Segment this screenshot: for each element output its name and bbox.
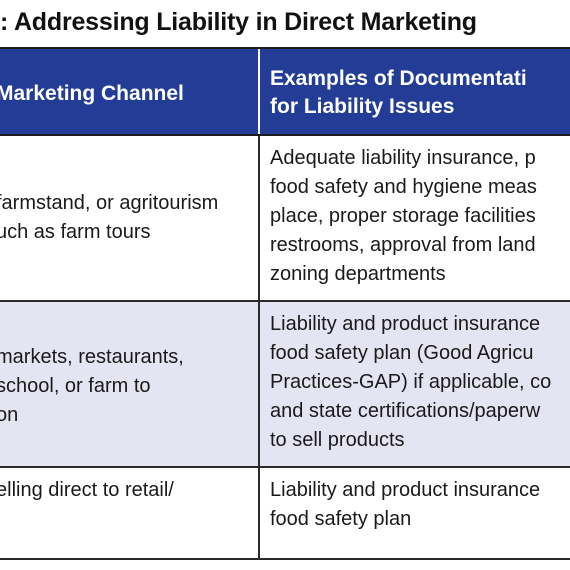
examples-text: and state certifications/paperw bbox=[270, 400, 541, 422]
examples-cell: Liability and product insurance food saf… bbox=[270, 310, 551, 455]
examples-text: Adequate liability insurance, p bbox=[270, 147, 536, 169]
header-marketing-channel: Marketing Channel bbox=[0, 80, 184, 108]
examples-text: to sell products bbox=[270, 429, 405, 451]
channel-text: uch as farm tours bbox=[0, 221, 151, 243]
channel-text: elling direct to retail/ bbox=[0, 479, 174, 501]
channel-text: on bbox=[0, 404, 19, 426]
channel-text: farmstand, or agritourism bbox=[0, 192, 219, 214]
channel-text: school, or farm to bbox=[0, 375, 151, 397]
column-divider bbox=[258, 49, 260, 134]
column-divider bbox=[258, 302, 260, 466]
examples-text: restrooms, approval from land bbox=[270, 234, 536, 256]
examples-cell: Liability and product insurance food saf… bbox=[270, 476, 540, 534]
table-row: farmstand, or agritourism uch as farm to… bbox=[0, 136, 570, 302]
liability-table: Marketing Channel Examples of Documentat… bbox=[0, 47, 570, 560]
examples-text: Liability and product insurance bbox=[270, 313, 541, 335]
column-divider bbox=[258, 468, 260, 558]
examples-cell: Adequate liability insurance, p food saf… bbox=[270, 144, 537, 289]
examples-text: place, proper storage facilities bbox=[270, 205, 536, 227]
examples-text: food safety and hygiene meas bbox=[270, 176, 537, 198]
channel-text: markets, restaurants, bbox=[0, 346, 184, 368]
header-channel-label: Marketing Channel bbox=[0, 82, 184, 105]
table-header-row: Marketing Channel Examples of Documentat… bbox=[0, 49, 570, 136]
channel-cell: elling direct to retail/ bbox=[0, 476, 174, 505]
examples-text: zoning departments bbox=[270, 263, 446, 285]
column-divider bbox=[258, 136, 260, 300]
table-title: : Addressing Liability in Direct Marketi… bbox=[0, 8, 477, 36]
examples-text: Liability and product insurance bbox=[270, 479, 541, 501]
examples-text: food safety plan (Good Agricu bbox=[270, 342, 534, 364]
examples-text: food safety plan bbox=[270, 508, 412, 530]
channel-cell: markets, restaurants, school, or farm to… bbox=[0, 343, 184, 430]
table-row: markets, restaurants, school, or farm to… bbox=[0, 302, 570, 468]
header-examples-line1: Examples of Documentati bbox=[270, 67, 527, 90]
channel-cell: farmstand, or agritourism uch as farm to… bbox=[0, 189, 218, 247]
header-examples: Examples of Documentati for Liability Is… bbox=[270, 65, 527, 121]
examples-text: Practices-GAP) if applicable, co bbox=[270, 371, 552, 393]
header-examples-line2: for Liability Issues bbox=[270, 95, 455, 118]
table-row: elling direct to retail/ Liability and p… bbox=[0, 468, 570, 560]
